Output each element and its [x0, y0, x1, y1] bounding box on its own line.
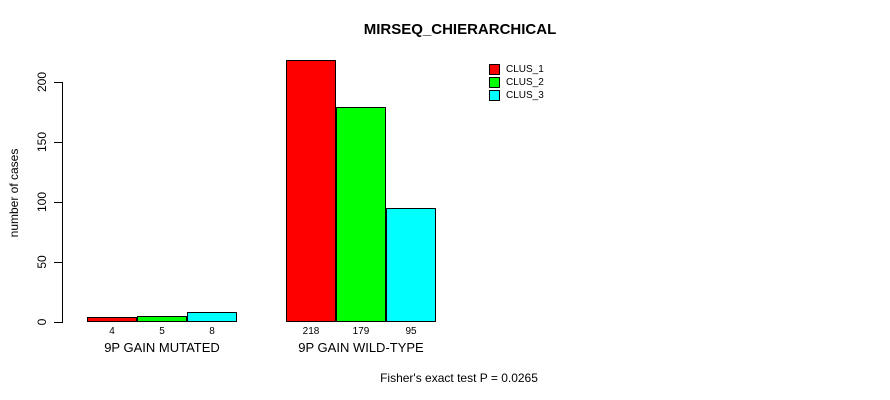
y-tick-mark [54, 82, 62, 83]
bar-clus_3-group1 [187, 312, 237, 322]
bar-value-label: 8 [209, 326, 215, 337]
y-tick-label: 0 [35, 318, 49, 326]
bar-value-label: 5 [159, 326, 165, 337]
y-tick-mark [54, 202, 62, 203]
legend-color-swatch [489, 64, 500, 75]
bar-value-label: 4 [109, 326, 115, 337]
legend-color-swatch [489, 77, 500, 88]
chart-title: MIRSEQ_CHIERARCHICAL [363, 21, 557, 38]
y-axis-label: number of cases [7, 148, 21, 238]
bar-clus_2-group2 [336, 107, 386, 322]
legend-label: CLUS_2 [506, 77, 544, 88]
legend-color-swatch [489, 90, 500, 101]
legend: CLUS_1 CLUS_2 CLUS_3 [489, 64, 544, 101]
y-tick-mark [54, 322, 62, 323]
y-tick-label: 200 [35, 71, 49, 93]
legend-item: CLUS_1 [489, 64, 544, 75]
bar-clus_1-group2 [286, 60, 336, 322]
bar-value-label: 179 [352, 326, 370, 337]
legend-label: CLUS_1 [506, 64, 544, 75]
y-tick-label: 100 [35, 191, 49, 213]
bar-clus_2-group1 [137, 316, 187, 322]
bar-value-label: 95 [405, 326, 417, 337]
category-label: 9P GAIN MUTATED [104, 340, 220, 355]
y-axis-line [62, 82, 63, 323]
legend-label: CLUS_3 [506, 90, 544, 101]
legend-item: CLUS_2 [489, 77, 544, 88]
legend-item: CLUS_3 [489, 90, 544, 101]
category-label: 9P GAIN WILD-TYPE [298, 340, 424, 355]
bar-value-label: 218 [302, 326, 320, 337]
y-tick-mark [54, 262, 62, 263]
y-tick-label: 150 [35, 131, 49, 153]
y-tick-label: 50 [35, 255, 49, 269]
bar-clus_3-group2 [386, 208, 436, 322]
y-tick-mark [54, 142, 62, 143]
fisher-test-annotation: Fisher's exact test P = 0.0265 [380, 371, 538, 385]
bar-clus_1-group1 [87, 317, 137, 322]
